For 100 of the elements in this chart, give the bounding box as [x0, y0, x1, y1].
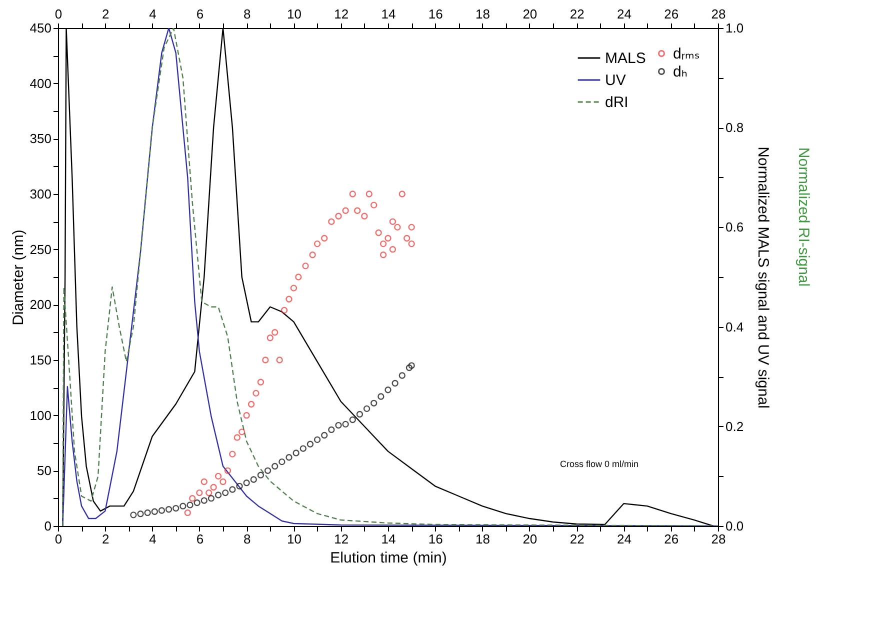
point [243, 412, 250, 419]
point [250, 476, 257, 483]
point [214, 472, 222, 480]
point [130, 512, 137, 518]
point [189, 495, 196, 502]
y2-tick-label: 0.8 [726, 120, 744, 136]
point [229, 486, 236, 493]
x2-tick-label: 4 [149, 6, 156, 22]
point [206, 489, 212, 496]
point [314, 436, 321, 444]
x-tick-label: 28 [711, 532, 726, 546]
x2-tick-label: 8 [243, 6, 251, 22]
point [370, 400, 378, 406]
point [378, 393, 384, 400]
point [408, 224, 415, 231]
y-tick-label: 350 [30, 131, 52, 146]
point [257, 472, 264, 478]
x-tick-label: 0 [54, 532, 62, 546]
point [252, 390, 260, 397]
x2-tick-label: 14 [381, 6, 396, 22]
point [243, 480, 250, 486]
x-tick-label: 26 [664, 532, 679, 546]
x-axis-title: Elution time (min) [330, 550, 447, 566]
y-tick-label: 50 [37, 463, 52, 478]
point [266, 334, 274, 342]
point [137, 510, 144, 518]
x-tick-label: 2 [102, 532, 110, 546]
point [375, 229, 382, 236]
x-tick-label: 6 [196, 532, 204, 546]
text: Normalized RI-signal [795, 147, 812, 287]
point [404, 234, 410, 242]
point [306, 440, 314, 448]
point [236, 482, 243, 490]
point [328, 218, 335, 225]
x-tick-label: 14 [381, 532, 396, 546]
point [321, 234, 328, 242]
point [186, 502, 194, 508]
point [389, 246, 396, 253]
x2-tick-label: 26 [664, 6, 679, 22]
x-tick-label: 10 [286, 532, 302, 546]
point [300, 445, 306, 452]
legend-label: MALS [605, 50, 646, 67]
point [406, 364, 413, 372]
point [295, 274, 302, 280]
point [172, 504, 180, 512]
x2-tick-label: 20 [522, 6, 538, 22]
point [238, 428, 246, 436]
point [314, 240, 321, 248]
point [342, 420, 349, 428]
point [234, 434, 240, 441]
y-tick-label: 150 [30, 352, 52, 368]
point [229, 450, 236, 458]
point [398, 372, 406, 379]
point [158, 507, 166, 514]
point [290, 284, 298, 292]
x2-tick-label: 28 [711, 6, 726, 22]
point [321, 432, 328, 439]
x2-tick-label: 22 [570, 6, 584, 22]
point [380, 252, 387, 258]
y2-tick-label: 1.0 [726, 20, 744, 36]
point [302, 262, 309, 270]
x2-tick-label: 2 [102, 6, 110, 22]
y2-tick-label: 0.6 [726, 220, 744, 235]
y-tick-label: 100 [30, 408, 52, 423]
point [196, 489, 203, 496]
point [194, 499, 200, 506]
point [384, 234, 392, 242]
y-tick-label: 400 [30, 76, 52, 91]
point [392, 380, 398, 387]
point [200, 497, 208, 504]
x2-tick-label: 10 [286, 6, 302, 22]
point [144, 509, 151, 516]
point [278, 458, 286, 466]
y2-axis-title: Normalized MALS signal and UV signal [754, 146, 772, 408]
point [309, 252, 316, 258]
y-tick-label: 200 [30, 297, 52, 312]
point [394, 224, 401, 231]
point [165, 506, 172, 513]
x-tick-label: 20 [522, 532, 538, 546]
point [280, 306, 288, 314]
point [384, 386, 392, 394]
point [398, 190, 406, 198]
point [276, 356, 283, 364]
point [292, 450, 300, 456]
x2-tick-label: 6 [196, 6, 204, 22]
x2-tick-label: 12 [334, 6, 349, 22]
x-tick-label: 12 [334, 532, 349, 546]
point [408, 240, 415, 248]
point [214, 492, 222, 498]
point [208, 495, 215, 502]
point [342, 207, 349, 214]
y-tick-label: 450 [30, 20, 52, 36]
point [349, 416, 356, 424]
annotation: Cross flow 0 ml/min [560, 459, 638, 469]
point [210, 484, 217, 491]
point [366, 190, 372, 198]
y-axis-title: Diameter (nm) [10, 230, 27, 326]
point [286, 296, 292, 302]
x2-tick-label: 18 [476, 6, 490, 22]
point [272, 329, 278, 336]
